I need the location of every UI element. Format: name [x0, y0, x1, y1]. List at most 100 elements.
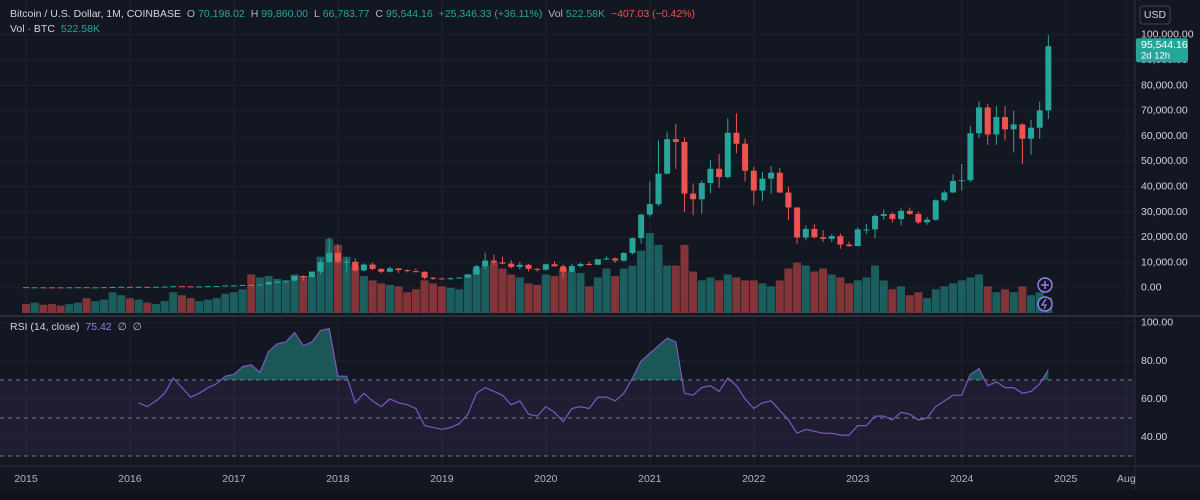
volume-bar — [238, 289, 247, 313]
volume-bar — [879, 280, 888, 313]
currency-button[interactable] — [1139, 5, 1171, 25]
candle-body — [716, 168, 723, 178]
rsi-overbought-fill — [172, 328, 1049, 380]
candle-body — [499, 262, 506, 264]
candle-body — [794, 207, 801, 238]
symbol-legend: Bitcoin / U.S. Dollar, 1M, COINBASE O 70,… — [10, 8, 698, 20]
y-tick-label: 50,000.00 — [1141, 155, 1188, 167]
volume-bar — [316, 256, 325, 313]
candle-body — [66, 287, 73, 289]
volume-bar — [420, 280, 429, 313]
volume-bar — [325, 238, 334, 313]
candle-body — [343, 261, 350, 263]
y-tick-label: 70,000.00 — [1141, 105, 1188, 117]
volume-bar — [429, 283, 438, 313]
volume-bar — [65, 304, 74, 313]
legend-key: Vol — [548, 8, 563, 20]
volume-bar — [931, 289, 940, 313]
volume-bar — [593, 277, 602, 313]
candle-body — [924, 219, 931, 223]
alert-icon[interactable] — [1037, 296, 1053, 312]
volume-bar — [489, 262, 498, 313]
volume-bar — [472, 268, 481, 313]
candle-body — [915, 213, 922, 223]
candle-body — [854, 229, 861, 247]
x-tick-label: 2019 — [430, 473, 454, 485]
currency[interactable]: USD — [1144, 9, 1167, 21]
volume-bar — [160, 301, 169, 313]
legend-change: +25,346.33 (+36.11%) — [438, 8, 543, 20]
legend-value: 66,783.77 — [322, 8, 370, 20]
candle-body — [213, 286, 220, 288]
candle-body — [672, 139, 679, 142]
volume-bar — [377, 283, 386, 313]
alert-glyph — [1040, 298, 1048, 310]
volume-bar — [481, 265, 490, 313]
candle-body — [308, 271, 315, 277]
candle-body — [898, 210, 905, 220]
volume-bar — [862, 277, 871, 313]
last-price-tag — [1136, 38, 1188, 63]
volume-bar — [663, 265, 672, 313]
legend-value: 522.58K — [565, 8, 606, 20]
volume-bar — [550, 275, 559, 313]
volume-bar — [30, 302, 39, 313]
add-indicator-glyph — [1041, 281, 1049, 289]
volume-bar — [273, 278, 282, 313]
candle-body — [846, 244, 853, 247]
candle-body — [941, 192, 948, 201]
y-tick-label: 40,000.00 — [1141, 181, 1188, 193]
volume-bar — [221, 293, 230, 313]
y-tick-label: 100,000.00 — [1141, 29, 1194, 41]
volume-bar — [229, 292, 238, 313]
volume-bar — [498, 268, 507, 313]
volume-bar — [949, 283, 958, 313]
candle-body — [837, 236, 844, 245]
candle-body — [178, 286, 185, 288]
candle-body — [447, 278, 454, 280]
volume-bar — [992, 292, 1001, 313]
candle-body — [230, 285, 237, 287]
rsi-title: RSI (14, close) — [10, 321, 80, 333]
volume-bar — [897, 286, 906, 313]
volume-bar — [940, 286, 949, 313]
volume-bar — [446, 287, 455, 313]
x-tick-label: 2018 — [326, 473, 350, 485]
volume-bar — [255, 277, 264, 313]
volume-bar — [403, 292, 412, 313]
countdown: 2d 12h — [1141, 51, 1170, 62]
candle-body — [326, 252, 333, 263]
volume-bar — [914, 292, 923, 313]
candle-body — [386, 268, 393, 272]
volume-bar — [99, 299, 108, 313]
candle-body — [31, 287, 38, 289]
candle-body — [456, 277, 463, 279]
volume-bar — [723, 274, 732, 313]
candle-body — [525, 264, 532, 269]
candle-body — [560, 266, 567, 272]
x-tick-label: 2021 — [638, 473, 662, 485]
candle-body — [768, 172, 775, 179]
candle-body — [629, 238, 636, 254]
volume-bar — [333, 244, 342, 313]
candle-body — [378, 268, 385, 272]
volume-bar — [715, 280, 724, 313]
x-tick-label: 2022 — [742, 473, 766, 485]
candle-body — [92, 287, 99, 289]
last-price-label: 95,544.16 — [1141, 39, 1188, 51]
candle-body — [404, 270, 411, 272]
rsi-tick-label: 60.00 — [1141, 393, 1167, 405]
volume-bar — [385, 284, 394, 313]
volume-bar — [56, 305, 65, 313]
volume-bar — [637, 250, 646, 313]
volume-bar — [351, 265, 360, 313]
volume-bar — [741, 280, 750, 313]
volume-bar — [264, 275, 273, 313]
volume-bar — [203, 299, 212, 313]
bottom-toolbar — [0, 490, 1200, 500]
candle-body — [612, 258, 619, 261]
candle-body — [906, 210, 913, 214]
volume-bar — [957, 280, 966, 313]
candle-body — [1002, 117, 1009, 130]
